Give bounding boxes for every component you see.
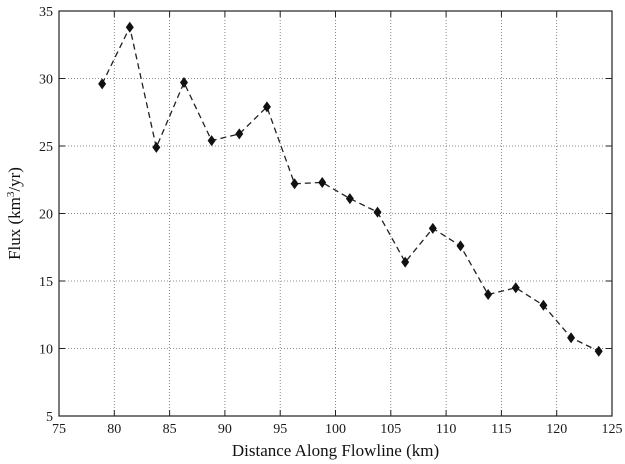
x-tick-label: 105: [380, 422, 401, 437]
x-tick-label: 120: [546, 422, 567, 437]
data-markers: [98, 21, 603, 357]
y-axis-label: Flux (km3/yr): [5, 167, 24, 260]
y-tick-label: 5: [46, 410, 53, 425]
plot-frame: [58, 10, 613, 417]
x-tick-label: 125: [602, 422, 623, 437]
data-point-marker: [484, 289, 493, 300]
y-tick-label: 30: [39, 73, 53, 88]
data-point-marker: [539, 299, 548, 311]
data-point-marker: [345, 193, 354, 205]
data-point-marker: [125, 21, 134, 33]
y-axis-label-prefix: Flux (km: [5, 197, 24, 260]
data-point-marker: [290, 178, 299, 190]
grid-lines: [59, 11, 612, 416]
x-tick-label: 80: [107, 422, 121, 437]
data-point-marker: [152, 141, 161, 153]
data-point-marker: [207, 135, 216, 147]
series-line: [101, 25, 599, 352]
x-tick-labels: 75 80 85 90 95 100 105 110 115 120 125: [52, 422, 623, 437]
data-point-marker: [179, 77, 188, 89]
x-tick-label: 110: [436, 422, 456, 437]
x-axis-label: Distance Along Flowline (km): [232, 441, 439, 460]
data-point-marker: [428, 222, 437, 234]
data-point-marker: [567, 332, 576, 344]
y-tick-labels: 5 10 15 20 25 30 35: [39, 5, 53, 425]
data-point-marker: [262, 101, 271, 113]
x-tick-label: 100: [325, 422, 346, 437]
y-axis-label-suffix: /yr): [5, 167, 24, 192]
y-tick-label: 35: [39, 5, 53, 20]
data-point-marker: [318, 176, 327, 188]
x-tick-label: 95: [273, 422, 287, 437]
data-point-marker: [235, 128, 244, 140]
data-point-marker: [373, 206, 382, 218]
data-point-marker: [511, 282, 520, 294]
y-tick-label: 25: [39, 140, 53, 155]
x-tick-label: 115: [491, 422, 511, 437]
data-point-marker: [98, 78, 107, 90]
y-tick-label: 15: [39, 275, 53, 290]
data-point-marker: [401, 256, 410, 268]
x-tick-label: 90: [218, 422, 232, 437]
y-tick-label: 10: [39, 343, 53, 358]
x-tick-label: 85: [163, 422, 177, 437]
y-axis-label-superscript: 3: [5, 191, 17, 197]
y-tick-label: 20: [39, 208, 53, 223]
data-point-marker: [594, 345, 603, 357]
data-point-marker: [456, 240, 465, 252]
x-tick-label: 75: [52, 422, 66, 437]
